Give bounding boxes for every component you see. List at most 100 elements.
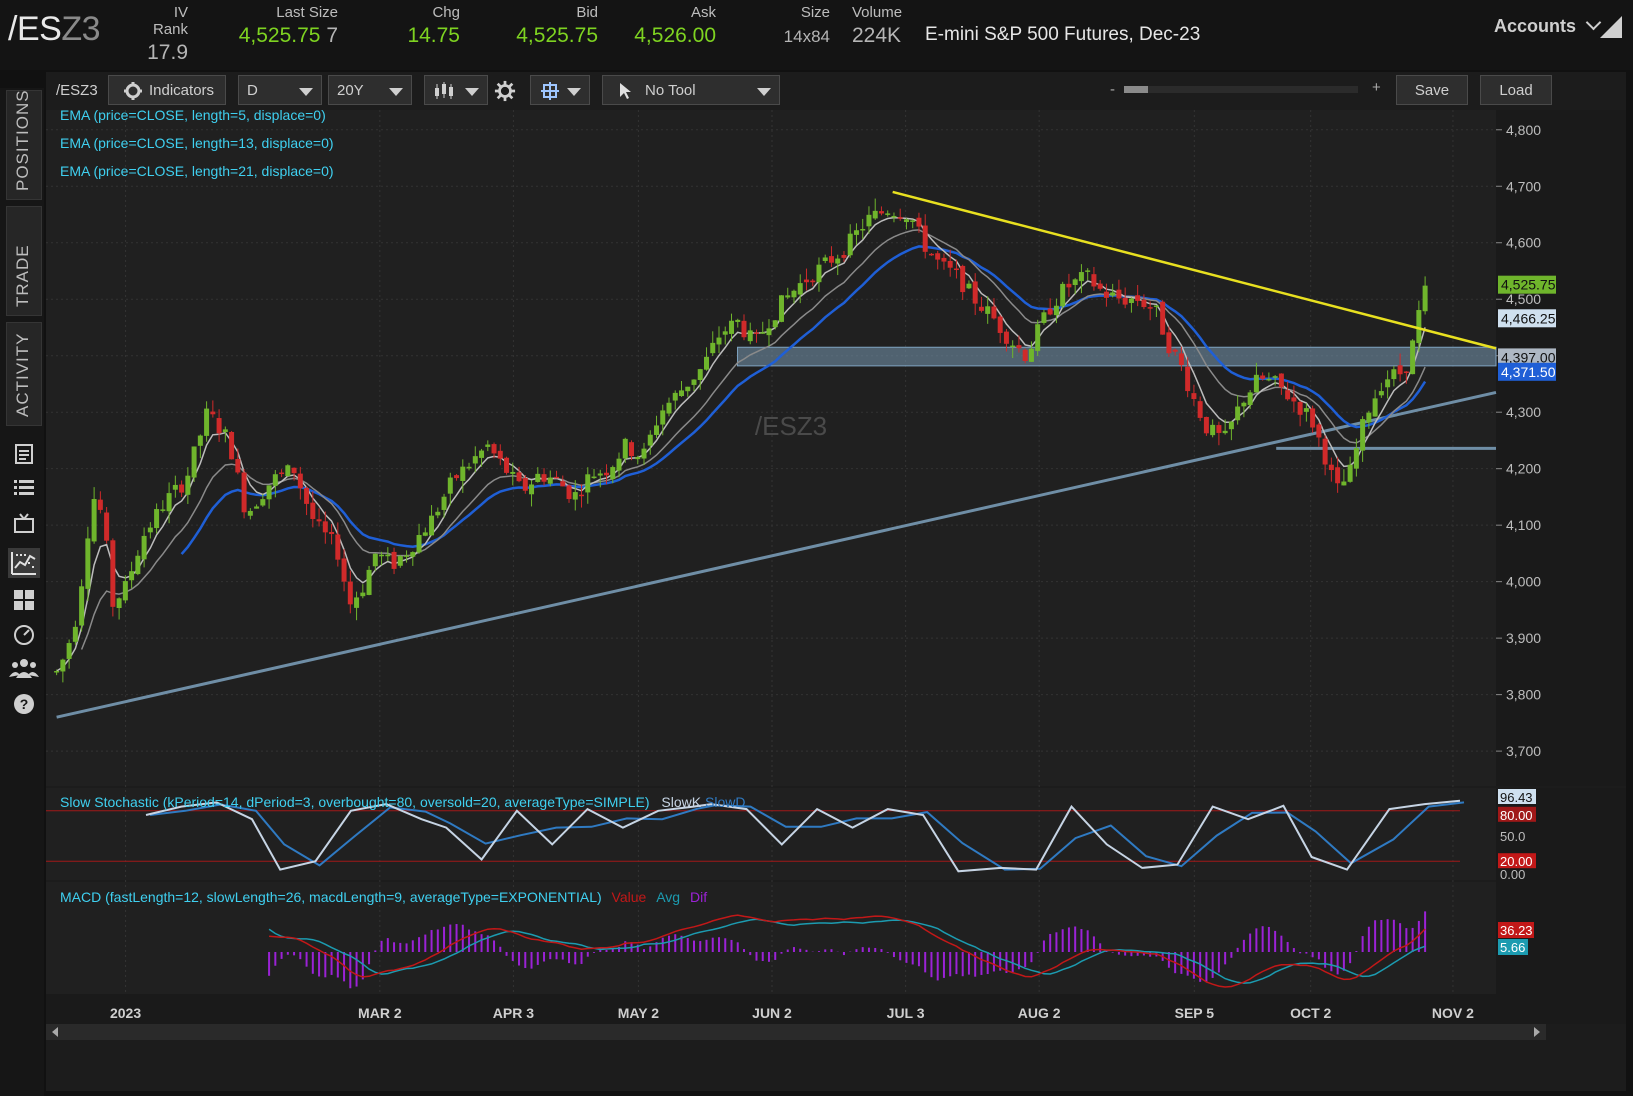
zoom-out-button[interactable]: - <box>1110 81 1115 98</box>
candle-up <box>122 581 128 601</box>
stochastic-tick-label: 80.00 <box>1500 808 1533 823</box>
candle-down <box>1291 397 1297 402</box>
horizontal-scrollbar[interactable] <box>46 1024 1546 1040</box>
candle-up <box>1035 324 1041 351</box>
candle-up <box>1385 379 1391 388</box>
candle-up <box>766 328 772 336</box>
candle-down <box>329 531 335 535</box>
candle-down <box>504 457 510 473</box>
help-icon[interactable]: ? <box>12 692 36 716</box>
document-icon[interactable] <box>12 442 36 466</box>
candle-down <box>878 211 884 214</box>
price-bubble-label: 4,397.00 <box>1501 349 1556 365</box>
chart-style-dropdown[interactable] <box>424 75 488 105</box>
grid-icon[interactable] <box>12 588 36 612</box>
candle-up <box>366 569 372 595</box>
candle-down <box>516 472 522 482</box>
resistance-zone[interactable] <box>737 346 1497 367</box>
candle-down <box>897 217 903 219</box>
candle-down <box>928 253 934 256</box>
collapse-corner-icon[interactable] <box>1598 14 1624 40</box>
symbol-title[interactable]: /ESZ3 <box>8 10 100 48</box>
study-label-ema21[interactable]: EMA (price=CLOSE, length=21, displace=0) <box>60 163 334 179</box>
price-bubble <box>1498 309 1556 328</box>
candle-down <box>1116 289 1122 299</box>
tab-activity[interactable]: ACTIVITY <box>6 322 42 426</box>
accounts-dropdown[interactable]: Accounts <box>1494 14 1602 37</box>
stochastic-tick-label: 20.00 <box>1500 854 1533 869</box>
x-tick-label: JUN 2 <box>752 1005 792 1021</box>
x-tick-label: AUG 2 <box>1018 1005 1061 1021</box>
candle-up <box>54 670 60 673</box>
study-label-stochastic[interactable]: Slow Stochastic (kPeriod=14, dPeriod=3, … <box>60 794 746 810</box>
candle-up <box>747 330 753 342</box>
candle-up <box>141 535 147 560</box>
candle-up <box>1072 279 1078 286</box>
candle-up <box>85 538 91 589</box>
x-tick-label: OCT 2 <box>1290 1005 1331 1021</box>
gear-icon[interactable] <box>494 80 516 102</box>
candle-up <box>691 379 697 385</box>
drawing-set-dropdown[interactable] <box>530 75 590 105</box>
y-tick-label: 3,800 <box>1506 687 1541 703</box>
x-tick-label: NOV 2 <box>1432 1005 1474 1021</box>
macd-avg-line <box>268 918 1426 984</box>
zoom-slider[interactable] <box>1124 86 1358 93</box>
chart-toolbar: /ESZ3 Indicators D 20Y <box>46 72 1626 110</box>
candle-up <box>1253 374 1259 393</box>
x-tick-label: MAR 2 <box>358 1005 402 1021</box>
candle-up <box>1416 310 1422 344</box>
resistance-trendline[interactable] <box>892 190 1497 350</box>
candle-up <box>985 306 991 314</box>
y-tick-label: 4,000 <box>1506 574 1541 590</box>
candle-up <box>472 456 478 464</box>
tab-positions[interactable]: POSITIONS <box>6 89 42 200</box>
candle-down <box>335 534 341 560</box>
scroll-left-icon[interactable] <box>52 1027 58 1037</box>
support-trendline[interactable] <box>56 390 1497 719</box>
candle-up <box>685 386 691 392</box>
tab-trade[interactable]: TRADE <box>6 206 42 316</box>
candle-down <box>947 260 953 268</box>
drawing-tool-dropdown[interactable]: No Tool <box>602 75 780 105</box>
price-bubble <box>1498 275 1556 294</box>
candle-up <box>1266 378 1272 381</box>
candle-up <box>778 295 784 322</box>
scroll-right-icon[interactable] <box>1534 1027 1540 1037</box>
flask-icon <box>124 82 142 100</box>
list-icon[interactable] <box>12 476 36 500</box>
ema13-line <box>80 229 1426 650</box>
candle-up <box>135 555 141 575</box>
candle-up <box>903 219 909 223</box>
candle-down <box>291 467 297 474</box>
indicators-button[interactable]: Indicators <box>108 75 226 105</box>
people-icon[interactable] <box>9 656 39 680</box>
study-label-macd[interactable]: MACD (fastLength=12, slowLength=26, macd… <box>60 889 708 905</box>
y-tick-label: 4,200 <box>1506 461 1541 477</box>
study-label-ema13[interactable]: EMA (price=CLOSE, length=13, displace=0) <box>60 135 334 151</box>
candle-down <box>210 411 216 415</box>
zoom-in-button[interactable]: + <box>1372 79 1381 96</box>
quote-iv-rank: IV Rank 17.9 <box>147 4 188 64</box>
y-tick-label: 4,600 <box>1506 235 1541 251</box>
candle-down <box>810 280 816 283</box>
stochastic-axis-bubble <box>1498 853 1536 869</box>
candle-up <box>835 258 841 264</box>
y-tick-label: 4,300 <box>1506 404 1541 420</box>
chart-icon[interactable] <box>8 548 40 578</box>
zoom-slider-handle[interactable] <box>1124 86 1148 93</box>
save-button[interactable]: Save <box>1396 75 1468 105</box>
study-label-ema5[interactable]: EMA (price=CLOSE, length=5, displace=0) <box>60 107 326 123</box>
candle-up <box>672 392 678 401</box>
candle-up <box>797 283 803 295</box>
quote-size: Size 14x84 <box>783 4 830 46</box>
legend-macd-value: Value <box>611 889 647 905</box>
tv-icon[interactable] <box>12 512 36 536</box>
candle-down <box>1197 401 1203 418</box>
candle-up <box>847 233 853 256</box>
speedometer-icon[interactable] <box>12 622 36 646</box>
chart-canvas[interactable]: 2023 MAR 2 APR 3 MAY 2 JUN 2 JUL 3 AUG 2 SEP 5 O… <box>46 72 1626 1091</box>
timeframe-dropdown[interactable]: 20Y <box>328 75 412 105</box>
load-button[interactable]: Load <box>1480 75 1552 105</box>
aggregation-dropdown[interactable]: D <box>238 75 322 105</box>
